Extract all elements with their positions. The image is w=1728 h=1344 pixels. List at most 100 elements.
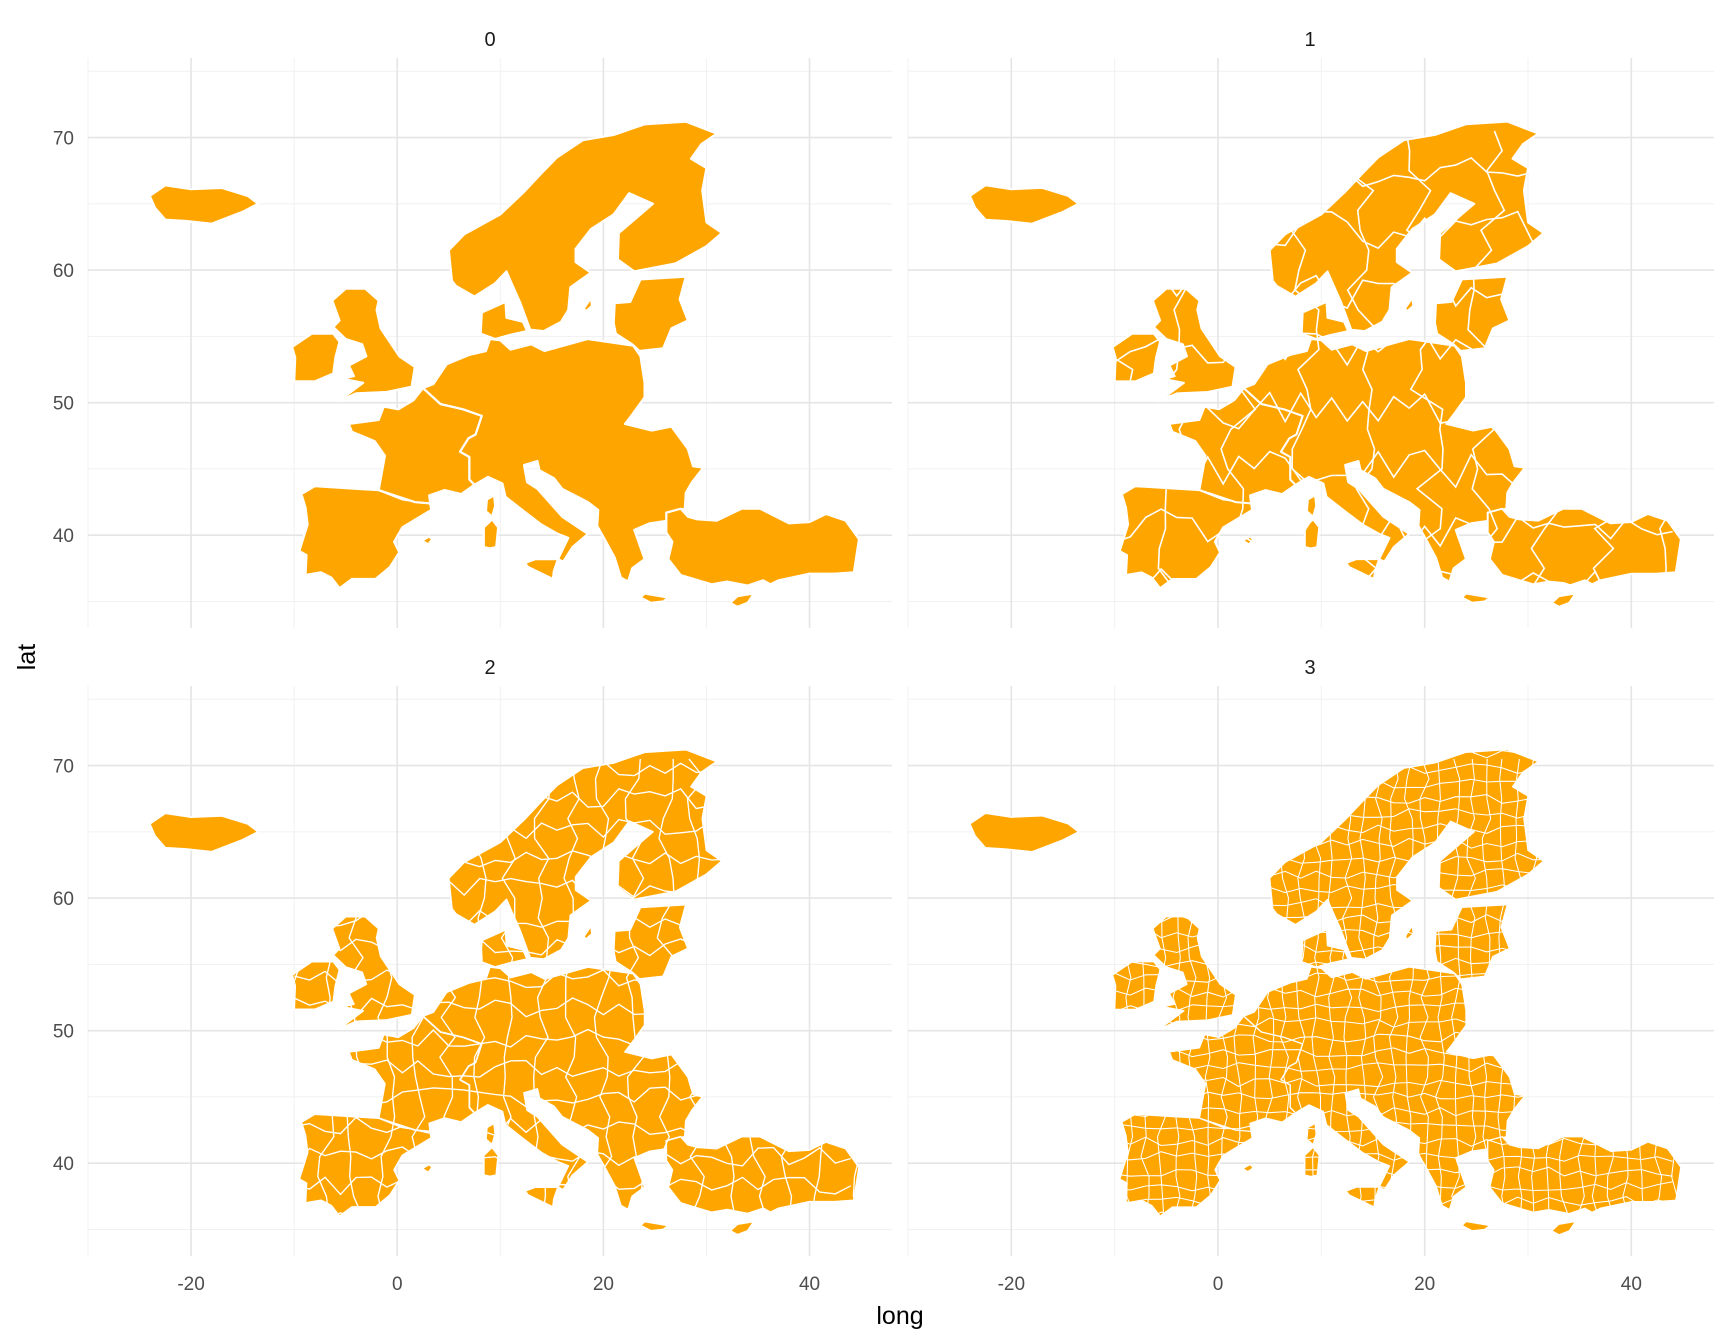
boundary-line: [1264, 758, 1275, 1217]
y-tick-label: 50: [53, 394, 74, 415]
boundary-line: [1114, 1210, 1673, 1222]
x-tick-label: 40: [1621, 1274, 1642, 1295]
region-sicily: [1345, 1186, 1380, 1208]
region-polygons-1: [969, 120, 1682, 608]
y-tick-label: 70: [53, 129, 74, 150]
region-polygons-2: [148, 748, 860, 1236]
region-turkey: [1487, 1136, 1682, 1215]
x-tick-label: 20: [1414, 1274, 1435, 1295]
boundary-line: [1621, 758, 1632, 1217]
region-denmark: [1300, 300, 1350, 340]
region-corsica: [1305, 494, 1318, 518]
boundary-line: [1419, 758, 1430, 1217]
region-mallorca: [421, 1163, 434, 1174]
facet-title-2: 2: [484, 657, 495, 679]
x-tick-labels-right: -20 0 20 40: [998, 1274, 1642, 1295]
facet-title-1: 1: [1304, 29, 1315, 51]
region-corsica: [484, 494, 497, 518]
facet-panel-3: 3: [907, 657, 1714, 1256]
x-tick-label: 0: [392, 1274, 403, 1295]
region-gotland: [1404, 296, 1415, 313]
y-tick-label: 70: [53, 757, 74, 778]
y-tick-label: 50: [53, 1022, 74, 1043]
region-turkey: [1486, 507, 1682, 587]
region-iceland: [969, 812, 1080, 853]
region-sicily: [523, 557, 560, 581]
boundary-line: [1114, 749, 1673, 760]
x-tick-label: -20: [177, 1274, 204, 1295]
boundary-line: [1342, 758, 1353, 1217]
region-gotland: [582, 296, 594, 313]
panel-grid-1: [907, 58, 1714, 628]
facet-title-0: 0: [484, 29, 495, 51]
x-axis-title: long: [876, 1302, 923, 1330]
boundary-line: [1357, 758, 1367, 1217]
region-cyprus: [1550, 592, 1577, 608]
region-turkey: [665, 507, 861, 587]
facet-title-3: 3: [1304, 657, 1315, 679]
region-iceland: [969, 184, 1080, 225]
x-tick-label: 0: [1213, 1274, 1224, 1295]
boundary-line: [1250, 758, 1260, 1217]
region-crete: [639, 1220, 670, 1232]
boundary-line: [1667, 758, 1678, 1217]
boundary-line: [780, 758, 798, 1217]
region-sardinia: [482, 518, 500, 550]
x-tick-label: 20: [593, 1274, 614, 1295]
region-mallorca: [420, 535, 434, 546]
region-polygons-3: [969, 748, 1682, 1236]
region-mallorca: [1241, 535, 1255, 546]
y-tick-label: 40: [53, 526, 74, 547]
y-axis-title: lat: [13, 644, 41, 670]
region-polygons-0: [148, 120, 861, 608]
facet-panel-2: 2: [87, 657, 892, 1256]
region-ireland: [291, 332, 341, 383]
x-tick-label: -20: [998, 1274, 1025, 1295]
region-cyprus: [729, 1220, 755, 1236]
y-tick-label: 60: [53, 889, 74, 910]
boundary-line: [1606, 758, 1616, 1217]
region-great-britain: [331, 915, 416, 1031]
region-ireland: [1111, 961, 1161, 1011]
boundary-line: [1114, 1151, 1673, 1162]
region-baltics: [1434, 904, 1511, 980]
region-sicily: [524, 1186, 559, 1208]
region-iceland: [148, 812, 259, 853]
region-corsica: [1306, 1122, 1317, 1146]
region-scandinavia: [1269, 748, 1545, 960]
facet-panel-0: 0: [87, 29, 892, 628]
region-denmark: [479, 929, 528, 968]
region-sardinia: [1303, 518, 1321, 550]
region-crete: [639, 592, 670, 604]
region-great-britain: [1151, 287, 1237, 403]
region-baltics: [1434, 275, 1511, 352]
boundary-line: [1405, 130, 1444, 589]
y-tick-label: 40: [53, 1154, 74, 1175]
region-scandinavia: [447, 120, 724, 333]
boundary-line: [1114, 1166, 1673, 1177]
boundary-line: [533, 758, 551, 1217]
region-baltics: [612, 275, 690, 353]
region-denmark: [479, 300, 529, 341]
y-tick-label: 60: [53, 261, 74, 282]
y-tick-labels-top: 40 50 60 70: [53, 129, 74, 548]
region-crete: [1461, 1220, 1491, 1232]
region-ireland: [291, 960, 341, 1011]
region-sardinia: [482, 1146, 500, 1178]
region-great-britain: [331, 287, 416, 403]
region-sicily: [1345, 558, 1381, 580]
x-tick-labels-left: -20 0 20 40: [177, 1274, 820, 1295]
boundary-line: [1435, 758, 1445, 1217]
boundary-line: [439, 758, 458, 1217]
x-tick-label: 40: [799, 1274, 820, 1295]
region-iceland: [148, 184, 260, 225]
region-gotland: [582, 925, 593, 941]
region-sardinia: [1304, 1146, 1320, 1178]
boundary-line: [1114, 912, 1673, 924]
boundary-line: [293, 1146, 851, 1167]
region-cyprus: [729, 592, 756, 608]
region-cyprus: [1551, 1220, 1577, 1236]
region-baltics: [612, 903, 689, 980]
boundary-line: [1345, 130, 1378, 589]
